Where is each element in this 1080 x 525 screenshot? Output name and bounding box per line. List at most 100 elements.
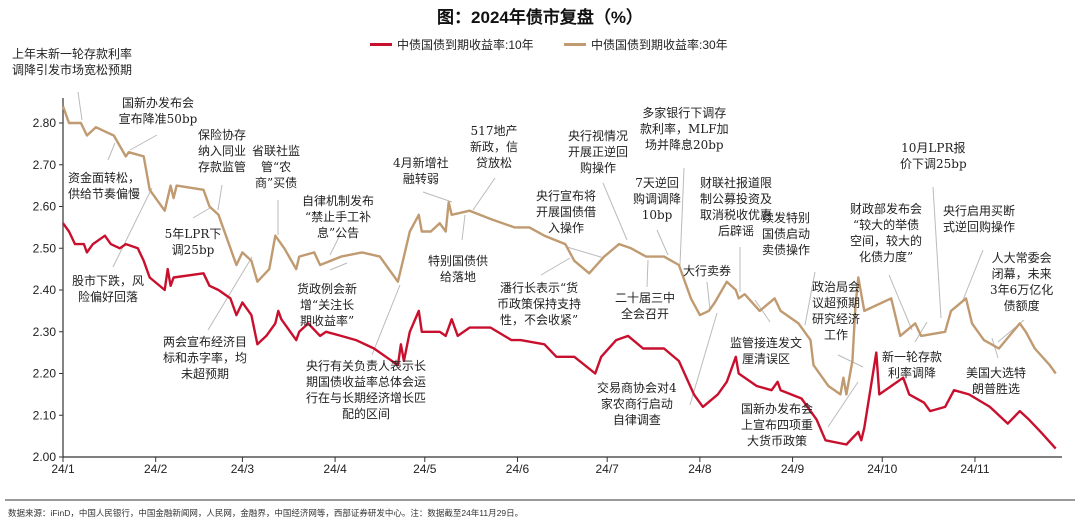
annotation-line: 交易商协会对4: [597, 381, 677, 395]
annotation-line: 股市下跌，风: [72, 274, 145, 288]
annotation-line: 监管接连发文: [730, 336, 803, 350]
annotation-leader-line: [540, 257, 571, 276]
annotation-line: 国债启动: [762, 227, 811, 241]
annotation-line: 10月LPR报: [901, 141, 966, 155]
annotation-line: 入操作: [548, 221, 585, 235]
annotation-line: 息”公告: [316, 226, 360, 240]
y-tick-label: 2.50: [33, 241, 57, 255]
annotation-line: 潘行长表示“货: [499, 281, 579, 295]
annotation-line: 上宣布四项重: [741, 418, 814, 432]
y-tick-label: 2.60: [33, 200, 57, 214]
annotation-leader-line: [706, 281, 711, 311]
annotation-line: 10bp: [641, 208, 673, 222]
annotation-leader-line: [129, 134, 158, 151]
annotation-line: 特别国债供: [428, 254, 489, 268]
annotation-line: 闭幕，未来: [991, 267, 1052, 281]
event-annotation: 新一轮存款 利率调降: [882, 349, 942, 381]
series-line-10y: [62, 222, 1057, 450]
annotation-line: 管“农: [260, 160, 292, 174]
annotation-line: 购操作: [580, 161, 617, 175]
annotation-leader-line: [646, 259, 649, 288]
annotation-line: 价下调25bp: [900, 157, 967, 171]
annotation-line: 标和赤字率，均: [163, 351, 248, 365]
annotation-leader-line: [461, 214, 466, 241]
annotation-leader-line: [679, 167, 685, 266]
y-tick-label: 2.30: [33, 325, 57, 339]
legend-label-10y: 中债国债到期收益率:10年: [397, 38, 534, 52]
annotation-line: 空间，较大的: [850, 234, 923, 248]
annotation-line: 增“关注长: [299, 298, 355, 312]
annotation-line: 5年LPR下: [164, 227, 222, 241]
event-annotation: 保险协存 纳入同业 存款监管: [198, 127, 246, 175]
event-annotation: 517地产 新政，信 贷放松: [470, 123, 518, 171]
annotation-line: 人大常委会: [991, 251, 1052, 265]
annotation-line: “较大的举债: [852, 218, 920, 232]
annotation-line: 新政，信: [470, 140, 519, 154]
annotation-line: 性，不会收紧”: [499, 313, 579, 327]
annotation-line: 议超预期: [812, 296, 861, 310]
legend-swatch-30y: [564, 43, 586, 46]
annotation-leader-line: [932, 186, 942, 319]
annotation-line: 新一轮存款: [882, 350, 943, 364]
annotation-line: 利率调降: [888, 366, 937, 380]
event-annotation: 交易商协会对4 家农商行启动 自律调查: [597, 380, 677, 428]
annotation-line: 4月新增社: [393, 156, 449, 170]
annotation-leader-line: [371, 284, 401, 356]
annotation-leader-line: [991, 337, 999, 359]
annotation-line: 调25bp: [171, 243, 215, 257]
annotation-line: 存款监管: [198, 160, 247, 174]
annotation-line: 厘清误区: [742, 352, 791, 366]
annotation-line: “禁止手工补: [304, 210, 372, 224]
event-annotation: 人大常委会 闭幕，未来 3年6万亿化 债额度: [990, 250, 1053, 314]
annotation-line: 政治局会: [812, 280, 861, 294]
x-tick-label: 24/4: [323, 462, 347, 476]
annotation-line: 工作: [824, 328, 849, 342]
annotation-line: 场并降息20bp: [644, 138, 724, 152]
event-annotation: 财政部发布会 “较大的举债 空间，较大的 化债力度”: [850, 201, 922, 265]
y-tick-label: 2.70: [33, 158, 57, 172]
legend-item-30y: 中债国债到期收益率:30年: [564, 36, 728, 53]
legend-label-30y: 中债国债到期收益率:30年: [591, 38, 728, 52]
annotation-line: 融转弱: [402, 172, 439, 186]
annotation-line: 配的区间: [342, 407, 391, 421]
annotation-line: 制公募投资及: [700, 192, 773, 206]
annotation-line: 央行启用买断: [943, 204, 1016, 218]
annotation-line: 期收益率”: [299, 314, 355, 328]
annotation-leader-line: [329, 262, 348, 271]
event-annotation: 股市下跌，风 险偏好回落: [72, 273, 144, 305]
chart-title: 图：2024年债市复盘（%）: [437, 8, 643, 27]
y-tick-label: 2.20: [33, 367, 57, 381]
annotation-line: 货政例会新: [297, 282, 358, 296]
annotation-leader-line: [77, 91, 83, 121]
x-tick-label: 24/10: [867, 462, 897, 476]
event-annotation: 省联社监 管“农 商”买债: [252, 143, 300, 191]
annotation-leader-line: [329, 234, 341, 256]
annotation-leader-line: [914, 321, 928, 343]
event-annotation: 央行宣布将 开展国债借 入操作: [536, 188, 596, 236]
annotation-line: 购调调降: [633, 192, 682, 206]
event-annotation: 监管接连发文 厘清误区: [730, 335, 802, 367]
event-annotation: 财联社报道限 制公募投资及 取消税收优惠 后辟谣: [700, 175, 772, 239]
annotation-leader-line: [962, 249, 984, 301]
event-annotation: 自律机制发布 “禁止手工补 息”公告: [302, 193, 374, 241]
event-annotation: 7天逆回 购调调降 10bp: [633, 175, 681, 223]
event-annotation: 两会宣布经济目 标和赤字率，均 未超预期: [163, 334, 247, 382]
x-tick-label: 24/6: [506, 462, 530, 476]
annotation-leader-line: [566, 246, 605, 259]
annotation-line: 上年末新一轮存款利率: [12, 47, 133, 61]
event-annotation: 央行有关负责人表示长 期国债收益率总体会运 行在与长期经济增长匹 配的区间: [306, 358, 426, 422]
event-annotation: 美国大选特 朗普胜选: [966, 365, 1026, 397]
x-tick-label: 24/1: [51, 462, 75, 476]
annotation-line: 3年6万亿化: [990, 283, 1054, 297]
x-tick-label: 24/3: [231, 462, 255, 476]
annotation-leader-line: [837, 354, 864, 368]
y-tick-label: 2.40: [33, 283, 57, 297]
event-annotation: 续发特别 国债启动 卖债操作: [762, 210, 810, 258]
source-note: 数据来源：iFinD，中国人民银行，中国金融新闻网，人民网，金融界，中国经济网等…: [8, 508, 524, 518]
legend-item-10y: 中债国债到期收益率:10年: [370, 36, 534, 53]
annotation-leader-line: [602, 182, 628, 241]
annotation-line: 化债力度”: [858, 250, 914, 264]
annotation-line: 未超预期: [181, 367, 230, 381]
annotation-line: 保险协存: [198, 128, 247, 142]
annotation-line: 两会宣布经济目: [163, 335, 248, 349]
